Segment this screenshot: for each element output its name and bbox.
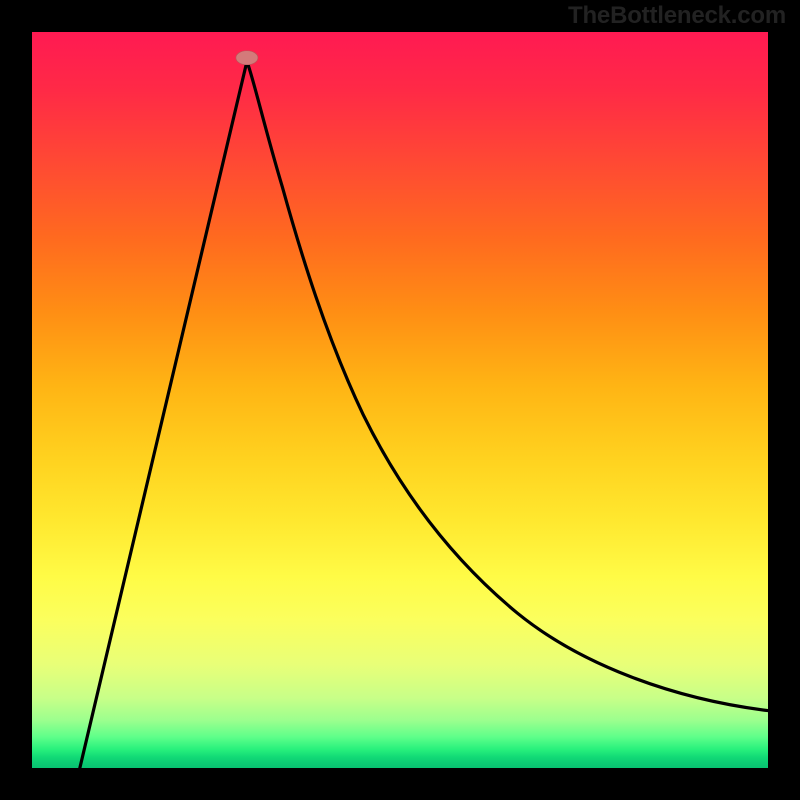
- attribution-text: TheBottleneck.com: [568, 2, 786, 30]
- plot-background: [32, 32, 768, 768]
- optimum-marker: [236, 51, 258, 65]
- bottleneck-chart: [0, 0, 800, 800]
